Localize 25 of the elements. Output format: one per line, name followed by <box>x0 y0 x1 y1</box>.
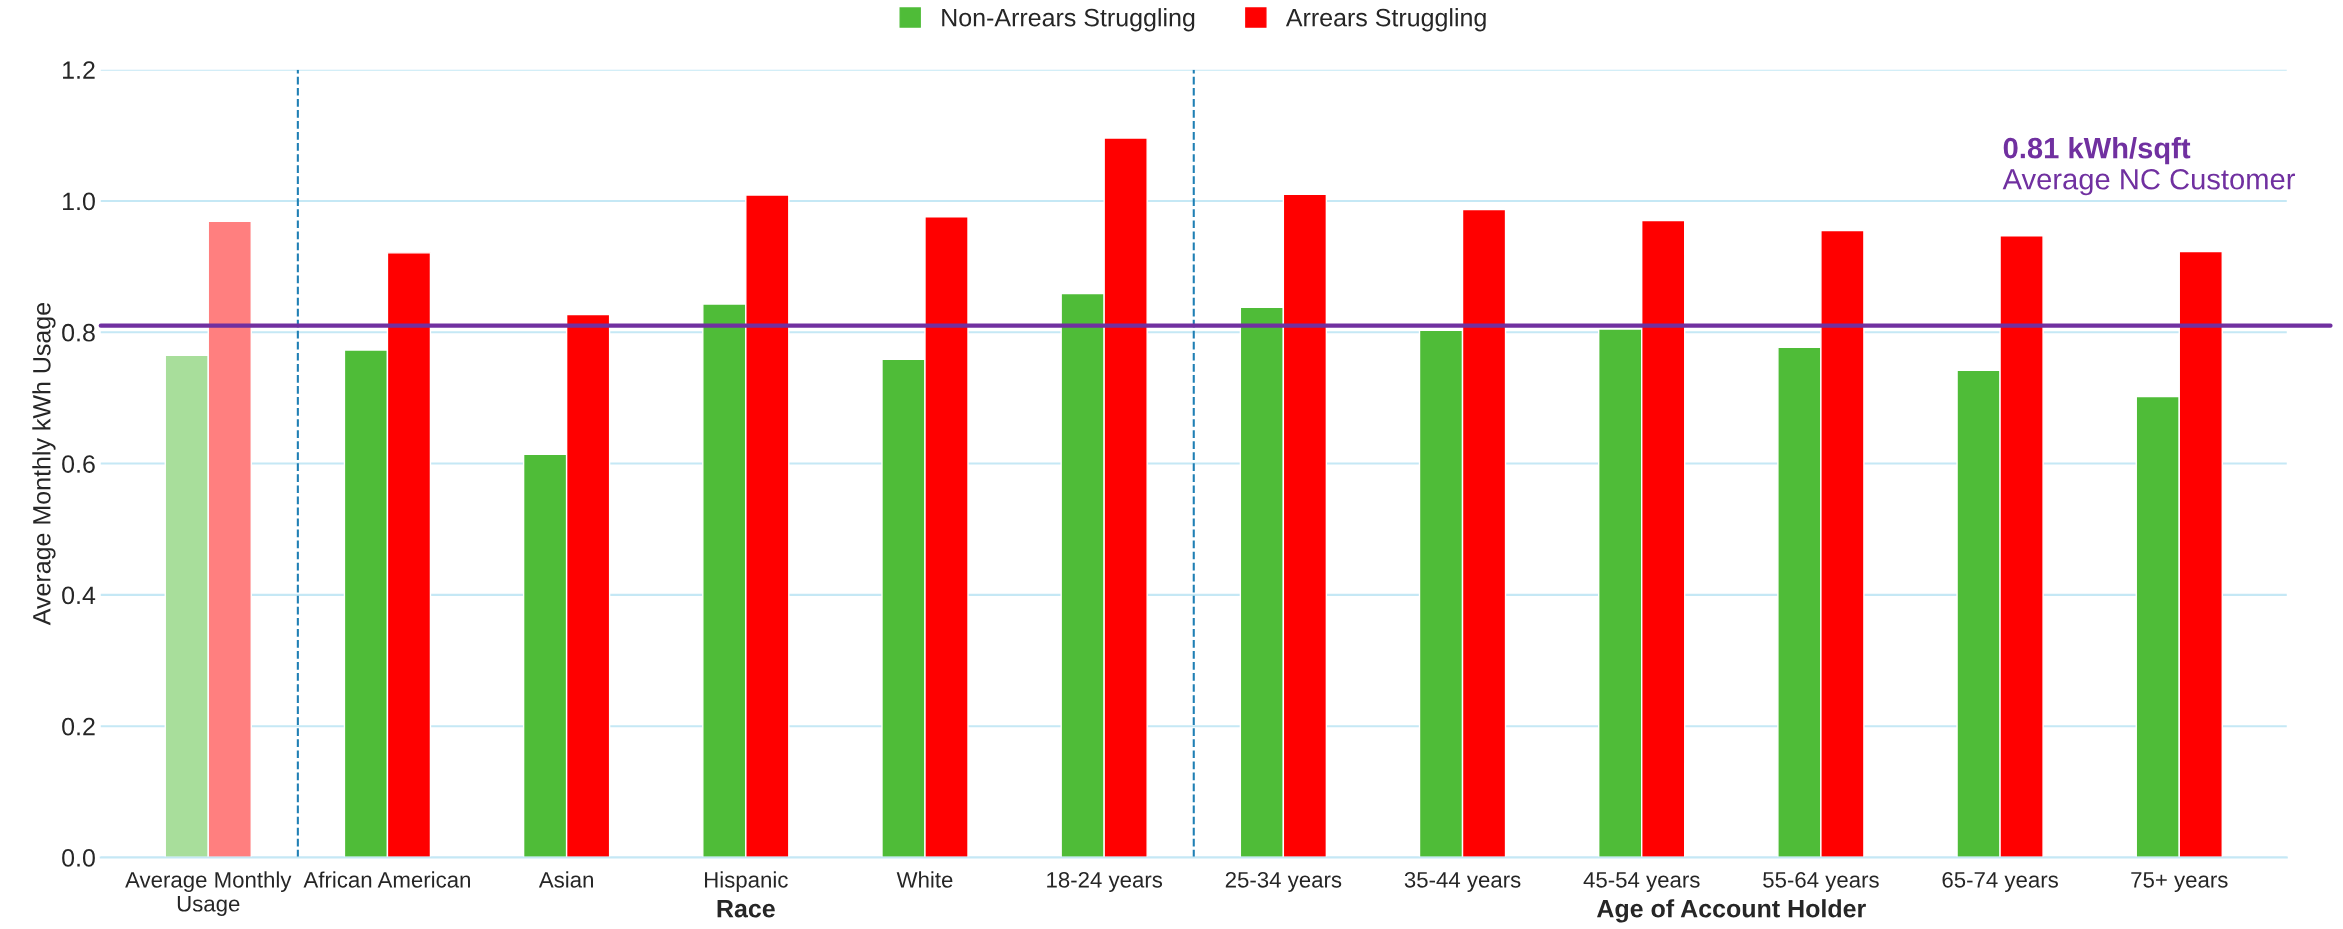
x-tick-label: White <box>896 871 953 888</box>
y-tick-label: 1.2 <box>63 61 95 79</box>
y-tick-label: 0.0 <box>62 849 95 867</box>
y-tick-label: 0.4 <box>62 586 96 605</box>
legend-label: Arrears Struggling <box>1285 8 1486 32</box>
x-tick-label: 25-34 years <box>1225 871 1342 893</box>
text: Race <box>717 900 775 918</box>
x-tick-label: Hispanic <box>705 871 788 893</box>
y-tick-label: 0.6 <box>62 455 95 473</box>
x-tick-label: 75+ years <box>2131 872 2228 893</box>
legend-label: Non-Arrears Struggling <box>942 8 1195 32</box>
x-tick-label: 35-44 years <box>1404 871 1521 893</box>
x-tick-label: 18-24 years <box>1047 871 1163 893</box>
text: Age of Account Holder <box>1596 899 1866 923</box>
y-axis-title: Average Monthly kWh Usage <box>32 303 56 626</box>
x-tick-label: Asian <box>538 871 593 888</box>
x-tick-label: 45-54 years <box>1583 872 1700 893</box>
x-tick-label: Average Monthly Usage <box>125 871 292 917</box>
x-tick-label: 55-64 years <box>1763 871 1879 893</box>
x-tick-label: African American <box>303 871 470 888</box>
y-tick-label: 0.8 <box>62 323 95 342</box>
x-tick-label: 65-74 years <box>1942 871 2058 893</box>
ref-line-label: 0.81 kWh/sqft Average NC Customer <box>2002 137 2295 196</box>
y-tick-label: 1.0 <box>63 192 95 211</box>
y-tick-label: 0.2 <box>62 717 95 736</box>
